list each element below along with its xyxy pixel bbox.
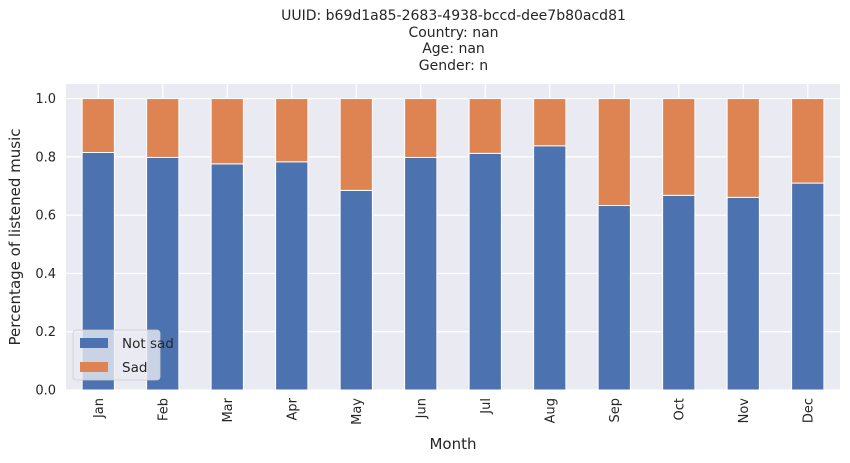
title-line-gender: Gender: n (418, 57, 489, 74)
bar-not-sad-may (339, 189, 373, 391)
chart-title: UUID: b69d1a85-2683-4938-bccd-dee7b80acd… (0, 8, 850, 74)
bars (81, 98, 825, 391)
bar-sad-may (339, 98, 373, 191)
x-tick-label-mar: Mar (221, 397, 236, 422)
x-tick-label-may: May (350, 398, 365, 425)
y-tick-label: 0.0 (35, 384, 56, 399)
y-axis-label: Percentage of listened music (6, 128, 24, 345)
x-tick-label-jun: Jun (414, 398, 429, 419)
x-tick-labels: Jan Feb Mar Apr May Jun Jul Aug Sep Oct Nov Dec (92, 397, 817, 425)
x-tick-label-feb: Feb (156, 398, 171, 421)
y-tick-label: 0.6 (35, 209, 56, 224)
bar-not-sad-apr (275, 161, 309, 391)
bar-sad-oct (662, 98, 696, 196)
y-tick-label: 0.2 (35, 325, 56, 340)
y-tick-label: 1.0 (35, 92, 56, 107)
bar-not-sad-jul (468, 152, 502, 391)
y-tick-label: 0.4 (35, 267, 56, 282)
bar-not-sad-dec (791, 182, 825, 391)
x-tick-label-jul: Jul (479, 398, 494, 415)
bar-sad-feb (146, 98, 180, 158)
y-tick-label: 0.8 (35, 150, 56, 165)
x-tick-label-nov: Nov (737, 398, 752, 424)
bar-not-sad-nov (726, 196, 760, 391)
legend-swatch-not-sad (80, 338, 108, 348)
bar-not-sad-sep (597, 205, 631, 391)
bar-not-sad-oct (662, 194, 696, 391)
legend-swatch-sad (80, 362, 108, 372)
legend: Not sad Sad (72, 329, 174, 381)
bar-sad-apr (275, 98, 309, 163)
x-tick-label-aug: Aug (543, 398, 558, 423)
x-tick-label-jan: Jan (92, 398, 107, 419)
title-line-uuid: UUID: b69d1a85-2683-4938-bccd-dee7b80acd… (281, 8, 626, 24)
bar-sad-dec (791, 98, 825, 184)
bar-sad-jul (468, 98, 502, 154)
bar-sad-jun (404, 98, 438, 158)
x-tick-label-dec: Dec (801, 398, 816, 423)
plot-background (66, 84, 840, 390)
bar-not-sad-jun (404, 156, 438, 391)
bar-sad-nov (726, 98, 760, 198)
legend-label-not-sad: Not sad (122, 336, 174, 352)
x-tick-label-apr: Apr (285, 397, 300, 420)
x-axis-label: Month (429, 435, 476, 453)
legend-label-sad: Sad (122, 360, 147, 376)
bar-sad-jan (81, 98, 115, 153)
y-tick-labels: 0.0 0.2 0.4 0.6 0.8 1.0 (35, 92, 56, 398)
title-line-age: Age: nan (422, 41, 485, 57)
bar-sad-mar (210, 98, 244, 165)
x-tick-label-oct: Oct (672, 398, 687, 420)
bar-sad-aug (533, 98, 567, 147)
bar-not-sad-feb (146, 156, 180, 391)
bar-not-sad-aug (533, 145, 567, 391)
bar-sad-sep (597, 98, 631, 207)
bar-not-sad-mar (210, 163, 244, 391)
title-line-country: Country: nan (408, 24, 499, 41)
x-tick-label-sep: Sep (608, 398, 623, 423)
